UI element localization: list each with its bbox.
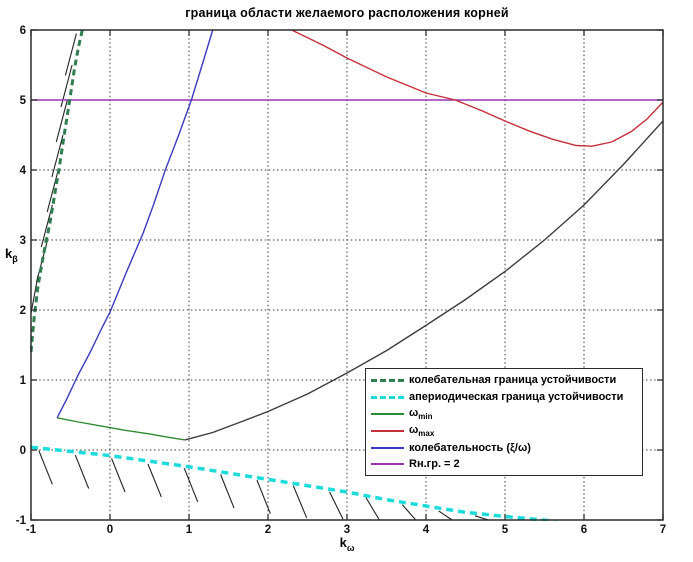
x-axis-label-sub: ω bbox=[346, 543, 355, 553]
hatch-mark bbox=[38, 450, 53, 485]
y-axis-label-base: k bbox=[5, 246, 13, 261]
x-axis-label: kω bbox=[31, 535, 663, 553]
legend-entry-4: колебательность (ξ/ω) bbox=[371, 439, 640, 456]
legend-entry-0: колебательная граница устойчивости bbox=[371, 372, 640, 389]
x-tick-label: 5 bbox=[502, 524, 509, 536]
legend-entry-label: ωmax bbox=[409, 423, 435, 438]
hatch-mark bbox=[438, 510, 453, 521]
y-tick-label: 1 bbox=[20, 375, 27, 387]
legend-entry-label-sub: min bbox=[418, 411, 433, 421]
y-tick-label: 0 bbox=[20, 445, 26, 457]
hatch-mark bbox=[46, 169, 59, 213]
legend-sample-line bbox=[371, 412, 404, 415]
hatch-mark bbox=[401, 504, 417, 521]
hatch-mark bbox=[365, 497, 380, 521]
curve-0 bbox=[30, 29, 84, 353]
y-axis-label-sub: β bbox=[12, 254, 18, 264]
hatch-mark bbox=[183, 467, 199, 503]
hatch-mark bbox=[220, 474, 235, 509]
hatch-mark bbox=[329, 491, 344, 520]
hatch-mark bbox=[64, 33, 77, 76]
x-axis-label-base: k bbox=[339, 535, 347, 550]
y-axis-label: kβ bbox=[5, 246, 18, 264]
x-tick-label: 4 bbox=[423, 524, 430, 536]
legend-sample-line bbox=[371, 463, 404, 466]
hatch-mark bbox=[74, 454, 90, 489]
y-tick-label: 5 bbox=[20, 95, 27, 107]
x-tick-label: 2 bbox=[265, 524, 271, 536]
hatch-mark bbox=[256, 479, 271, 514]
y-tick-label: 3 bbox=[20, 235, 26, 247]
curve-5 bbox=[56, 29, 214, 419]
chart-title: граница области желаемого расположения к… bbox=[185, 6, 509, 20]
curve-3 bbox=[184, 120, 664, 441]
hatch-mark bbox=[51, 134, 64, 178]
legend-entry-label: апериодическая граница устойчивости bbox=[409, 391, 624, 404]
legend-sample-line bbox=[371, 429, 404, 432]
hatch-mark bbox=[292, 485, 308, 519]
legend-entry-3: ωmax bbox=[371, 422, 640, 439]
x-tick-label: 6 bbox=[581, 524, 587, 536]
y-tick-label: -1 bbox=[16, 515, 27, 527]
hatch-mark bbox=[55, 99, 68, 143]
legend-sample-line bbox=[371, 378, 404, 382]
legend-box[interactable]: колебательная граница устойчивости аперио… bbox=[365, 368, 643, 476]
curve-2 bbox=[56, 417, 186, 441]
legend-sample-line bbox=[371, 446, 404, 449]
legend-entry-label: колебательность (ξ/ω) bbox=[409, 441, 531, 454]
hatch-mark bbox=[111, 458, 126, 493]
y-tick-label: 2 bbox=[20, 305, 26, 317]
legend-entry-label: Rн.гр. = 2 bbox=[409, 458, 460, 471]
legend-entry-5: Rн.гр. = 2 bbox=[371, 456, 640, 473]
y-tick-label: 6 bbox=[20, 25, 26, 37]
x-tick-label: 7 bbox=[660, 524, 666, 536]
curve-1 bbox=[30, 445, 557, 521]
curves-layer bbox=[30, 29, 664, 521]
legend-entry-label: колебательная граница устойчивости bbox=[409, 374, 617, 387]
x-tick-label: -1 bbox=[26, 524, 37, 536]
x-tick-label: 3 bbox=[344, 524, 350, 536]
legend-entry-label: ωmin bbox=[409, 406, 433, 421]
legend-entry-label-sub: max bbox=[418, 428, 435, 438]
hatch-mark bbox=[147, 463, 162, 498]
x-tick-label: 1 bbox=[186, 524, 193, 536]
x-tick-label: 0 bbox=[107, 524, 113, 536]
legend-entry-2: ωmin bbox=[371, 406, 640, 423]
legend-entry-1: апериодическая граница устойчивости bbox=[371, 389, 640, 406]
y-tick-label: 4 bbox=[20, 165, 27, 177]
curve-4 bbox=[291, 29, 664, 147]
legend-sample-line bbox=[371, 395, 404, 399]
